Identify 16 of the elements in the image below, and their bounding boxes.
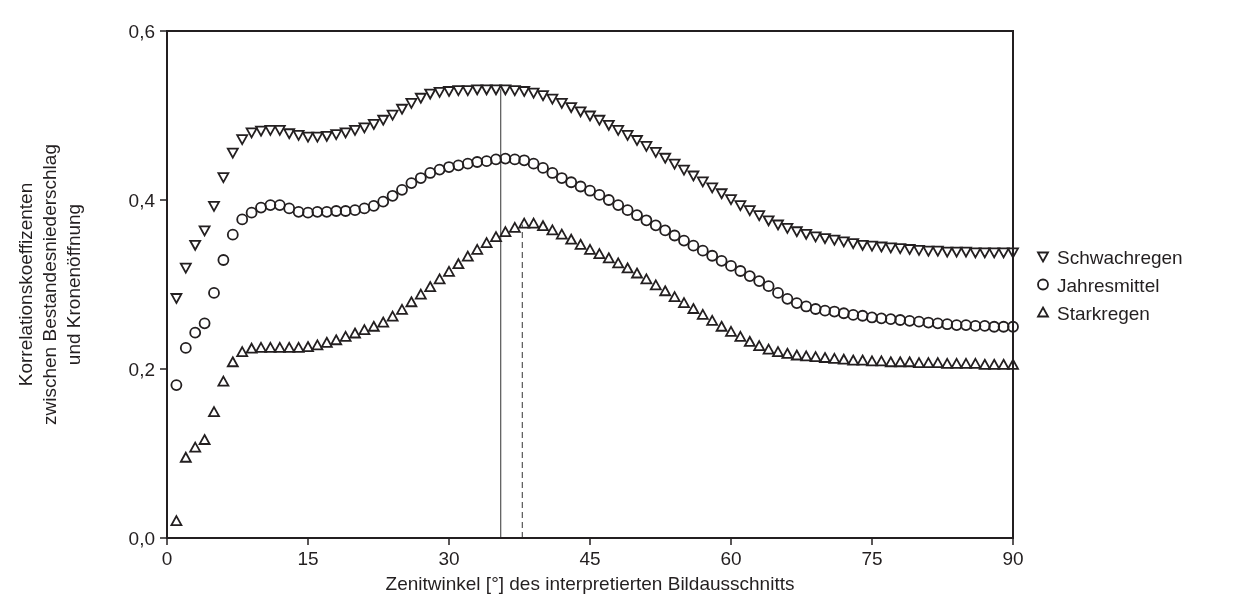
x-tick-label: 90 bbox=[1002, 548, 1024, 569]
y-tick-label: 0,4 bbox=[128, 190, 156, 211]
x-axis-title: Zenitwinkel [°] des interpretierten Bildausschnitts bbox=[385, 573, 795, 594]
x-tick-label: 30 bbox=[438, 548, 460, 569]
legend-label: Jahresmittel bbox=[1057, 274, 1160, 296]
x-tick-label: 45 bbox=[579, 548, 601, 569]
x-tick-label: 15 bbox=[297, 548, 319, 569]
y-axis-title: Korrelationskoeffizenten zwischen Bestandesniederschlag und Kronenöffnung bbox=[15, 144, 84, 425]
legend-label: Schwachregen bbox=[1057, 246, 1183, 268]
x-tick-label: 75 bbox=[861, 548, 883, 569]
x-tick-label: 60 bbox=[720, 548, 742, 569]
legend-label: Starkregen bbox=[1057, 302, 1150, 324]
y-tick-label: 0,0 bbox=[128, 528, 155, 549]
y-tick-label: 0,6 bbox=[128, 21, 155, 42]
y-tick-label: 0,2 bbox=[128, 359, 155, 380]
x-tick-label: 0 bbox=[161, 548, 173, 569]
